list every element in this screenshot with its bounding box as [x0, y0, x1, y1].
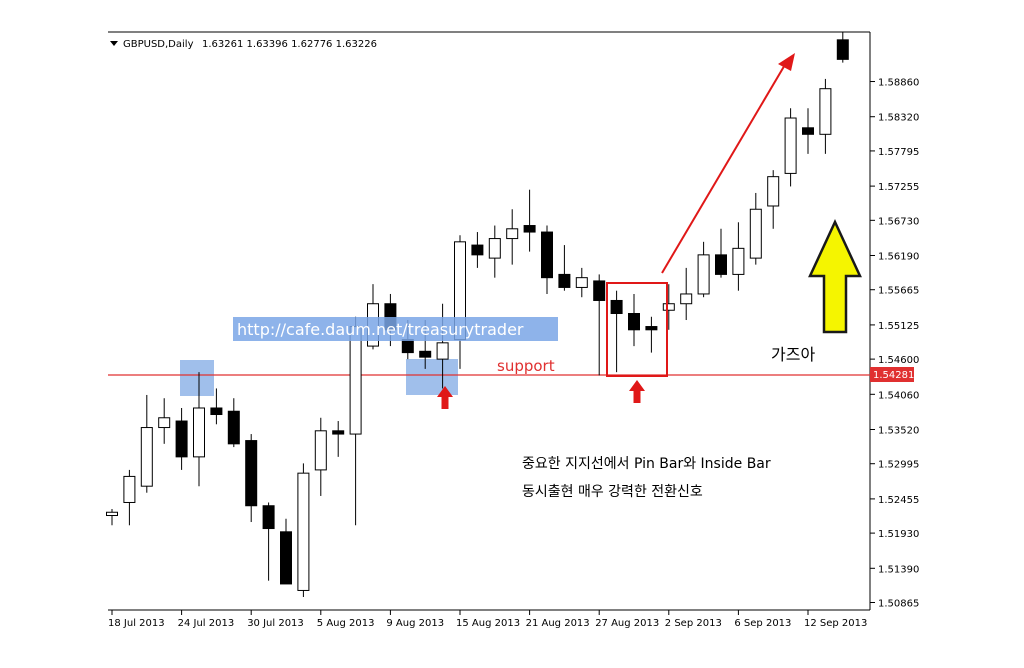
candle-body	[210, 407, 223, 416]
price-tick-label: 1.57795	[878, 147, 919, 158]
candle-body	[314, 430, 327, 471]
candle-body	[819, 88, 832, 135]
candle-body	[697, 254, 710, 295]
watermark-bg	[233, 317, 558, 341]
candle-body	[836, 39, 849, 60]
candle-body	[245, 440, 258, 507]
candle-body	[802, 127, 814, 135]
trend-arrow-head-icon	[778, 53, 795, 71]
candle-body	[349, 326, 362, 435]
candle-body	[297, 472, 310, 591]
time-tick-label: 2 Sep 2013	[665, 618, 722, 629]
signal-arrow-up-icon	[629, 380, 645, 403]
candle-body	[419, 350, 432, 358]
time-tick-label: 12 Sep 2013	[804, 618, 867, 629]
current-price-tag	[870, 367, 914, 382]
price-tick-label: 1.56730	[878, 216, 919, 227]
time-tick-label: 27 Aug 2013	[595, 618, 659, 629]
ohlc-values: 1.63261 1.63396 1.62776 1.63226	[202, 39, 377, 50]
candle-body	[175, 420, 188, 458]
price-tick-label: 1.55125	[878, 321, 919, 332]
pattern-highlight-box	[606, 282, 668, 377]
candle-body	[401, 339, 414, 354]
candle-body	[332, 430, 345, 435]
time-tick-label: 6 Sep 2013	[734, 618, 791, 629]
time-tick-label: 18 Jul 2013	[108, 618, 165, 629]
price-tick-label: 1.55665	[878, 286, 919, 297]
candle-body	[662, 303, 675, 311]
candle-body	[506, 228, 519, 240]
candle-body	[645, 326, 658, 331]
time-tick-label: 24 Jul 2013	[178, 618, 235, 629]
candle-body	[523, 225, 536, 233]
candle-body	[280, 531, 292, 585]
candle-body	[628, 313, 640, 331]
current-price-value: 1.54281	[873, 370, 914, 381]
candle-body	[123, 475, 136, 503]
time-tick-label: 30 Jul 2013	[247, 618, 304, 629]
candle-body	[610, 299, 623, 315]
support-label: support	[497, 357, 555, 375]
price-tick-label: 1.54060	[878, 390, 919, 401]
price-tick-label: 1.57255	[878, 182, 919, 193]
candle-body	[436, 342, 449, 360]
price-tick-label: 1.58860	[878, 78, 919, 89]
candle-body	[767, 176, 780, 207]
note-line-1: 중요한 지지선에서 Pin Bar와 Inside Bar	[522, 456, 771, 472]
time-ticks: 18 Jul 2013 24 Jul 2013 30 Jul 2013 5 Aug 2…	[108, 610, 867, 629]
candle-body	[541, 231, 553, 279]
dropdown-triangle-icon[interactable]	[110, 41, 118, 46]
note-line-2: 동시출현 매우 강력한 전환신호	[522, 484, 703, 500]
candle-body	[106, 511, 118, 517]
price-tick-label: 1.54600	[878, 355, 919, 366]
price-tick-label: 1.50865	[878, 599, 919, 610]
candle-body	[558, 273, 571, 288]
time-tick-label: 21 Aug 2013	[526, 618, 590, 629]
price-ticks: 1.58860 1.58320 1.57795 1.57255 1.56730 1.561…	[870, 78, 919, 610]
candle-body	[488, 238, 501, 259]
time-tick-label: 5 Aug 2013	[317, 618, 375, 629]
candle-body	[680, 293, 693, 305]
candle-body	[784, 117, 797, 174]
candle-body	[158, 417, 171, 429]
exclaim-text: 가즈아	[771, 345, 815, 364]
candle-body	[193, 407, 205, 458]
candle-body	[262, 505, 275, 530]
trend-arrow-line	[661, 62, 787, 274]
candle-body	[715, 254, 727, 275]
price-tick-label: 1.56190	[878, 252, 919, 263]
time-tick-label: 9 Aug 2013	[386, 618, 444, 629]
candle-body	[732, 247, 745, 275]
candle-body	[593, 280, 606, 301]
candle-body	[140, 427, 153, 487]
highlight-box-mid	[406, 359, 458, 395]
big-up-arrow-icon	[808, 219, 862, 334]
candle-body	[749, 208, 762, 259]
candle-body	[575, 277, 588, 288]
price-tick-label: 1.53520	[878, 425, 919, 436]
highlight-box-left	[180, 360, 214, 396]
signal-arrow-up-icon	[437, 386, 453, 409]
price-tick-label: 1.52995	[878, 460, 919, 471]
watermark-text: http://cafe.daum.net/treasurytrader	[237, 320, 524, 339]
time-tick-label: 15 Aug 2013	[456, 618, 520, 629]
price-tick-label: 1.51930	[878, 529, 919, 540]
candles-group	[106, 32, 849, 597]
price-tick-label: 1.58320	[878, 113, 919, 124]
price-tick-label: 1.52455	[878, 495, 919, 506]
price-tick-label: 1.51390	[878, 564, 919, 575]
candle-body	[471, 244, 484, 256]
candle-body	[227, 410, 240, 445]
symbol-label: GBPUSD,Daily	[123, 39, 194, 50]
